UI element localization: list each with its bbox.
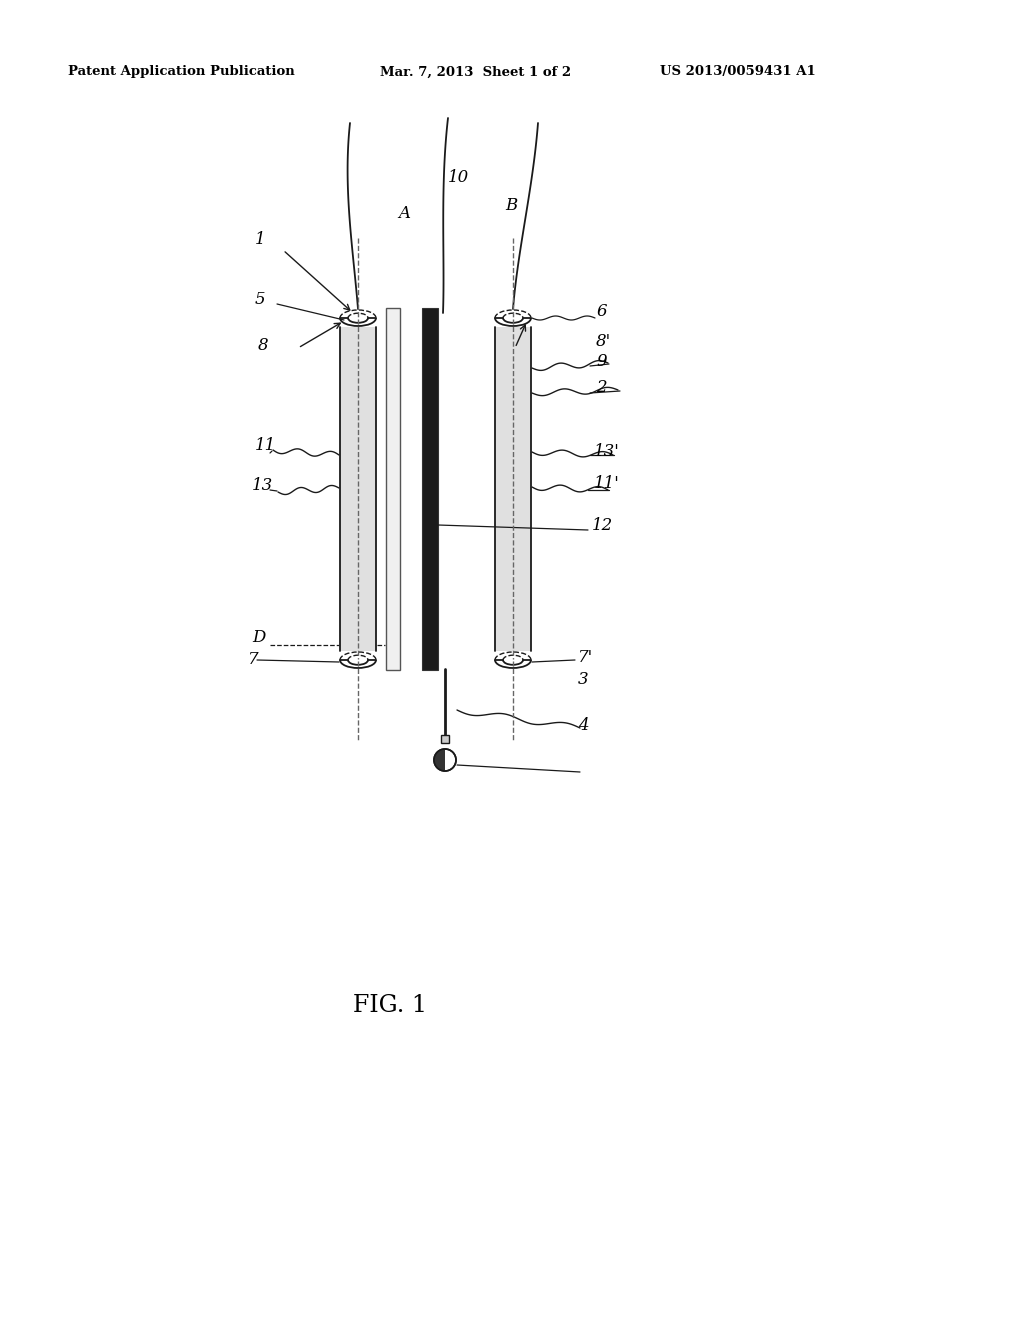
- Circle shape: [434, 748, 456, 771]
- Bar: [495, 327, 531, 651]
- Text: 12: 12: [592, 516, 613, 533]
- Wedge shape: [434, 748, 445, 771]
- Text: B: B: [505, 197, 517, 214]
- Bar: [386, 308, 400, 671]
- Text: US 2013/0059431 A1: US 2013/0059431 A1: [660, 66, 816, 78]
- Text: 4: 4: [578, 717, 589, 734]
- Text: 9: 9: [596, 354, 606, 371]
- Text: 8': 8': [596, 334, 611, 351]
- Text: FIG. 1: FIG. 1: [353, 994, 427, 1016]
- Text: 5: 5: [255, 292, 265, 309]
- Text: 2: 2: [596, 380, 606, 396]
- Text: 6: 6: [597, 304, 607, 321]
- Text: 13': 13': [594, 442, 620, 459]
- Text: 10: 10: [449, 169, 469, 186]
- Text: 7': 7': [578, 649, 593, 667]
- Text: 1: 1: [255, 231, 265, 248]
- Text: D: D: [252, 630, 265, 647]
- Text: 11: 11: [255, 437, 276, 454]
- Text: 13: 13: [252, 477, 273, 494]
- Bar: [422, 308, 438, 671]
- Text: 8: 8: [258, 337, 268, 354]
- Text: Mar. 7, 2013  Sheet 1 of 2: Mar. 7, 2013 Sheet 1 of 2: [380, 66, 571, 78]
- Text: 11': 11': [594, 474, 620, 491]
- Text: Patent Application Publication: Patent Application Publication: [68, 66, 295, 78]
- Text: A: A: [398, 205, 410, 222]
- Bar: [340, 327, 376, 651]
- Bar: [441, 735, 449, 743]
- Text: 7: 7: [248, 652, 259, 668]
- Text: 3: 3: [578, 672, 589, 689]
